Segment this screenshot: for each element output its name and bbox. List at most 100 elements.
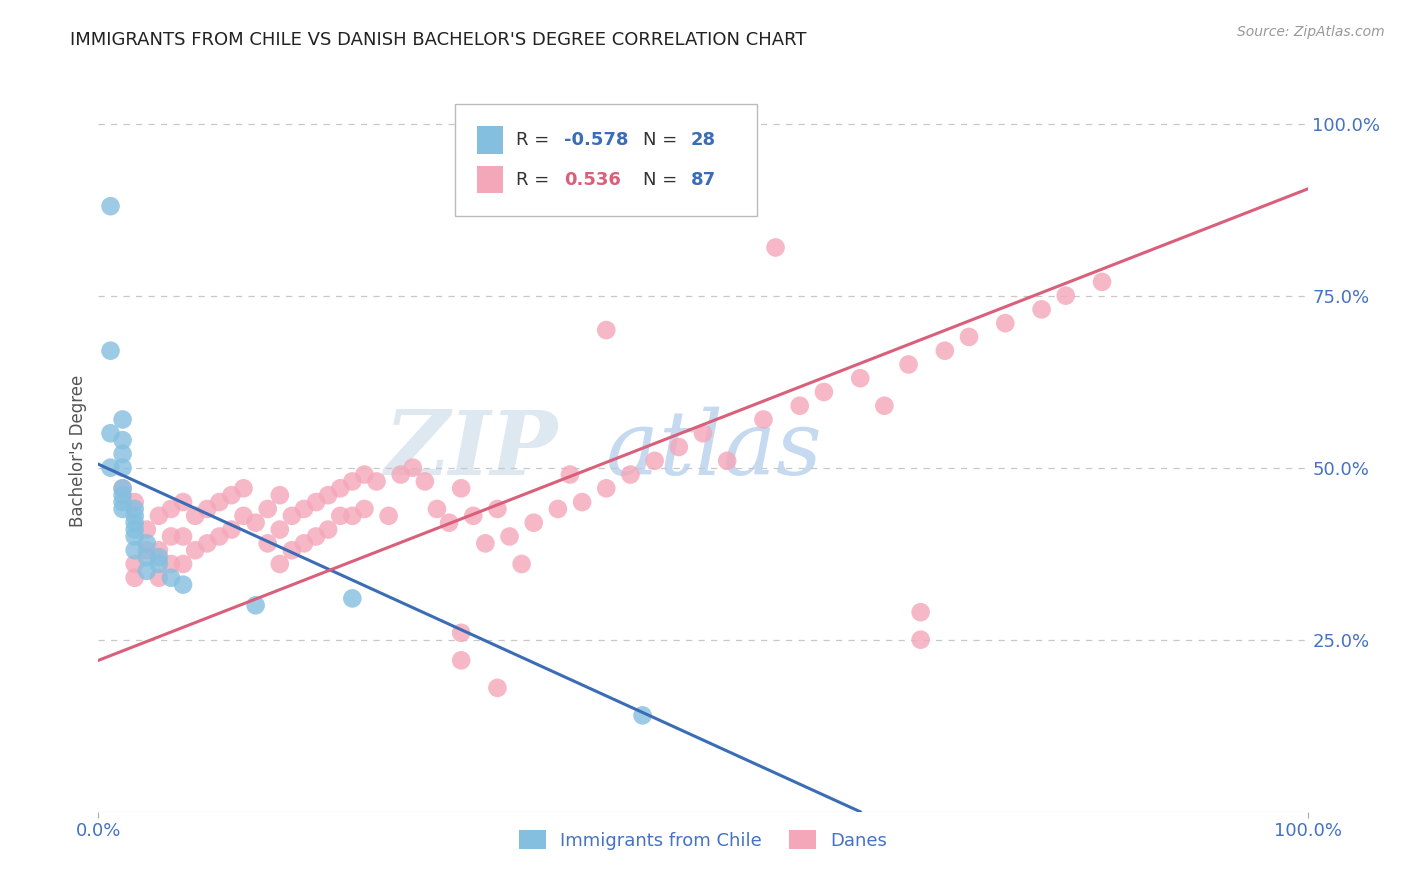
- Point: [148, 557, 170, 571]
- Text: N =: N =: [643, 170, 682, 188]
- Point: [510, 557, 533, 571]
- Point: [160, 529, 183, 543]
- Point: [342, 591, 364, 606]
- Text: IMMIGRANTS FROM CHILE VS DANISH BACHELOR'S DEGREE CORRELATION CHART: IMMIGRANTS FROM CHILE VS DANISH BACHELOR…: [70, 31, 807, 49]
- Point: [377, 508, 399, 523]
- Point: [619, 467, 641, 482]
- Point: [765, 240, 787, 254]
- Point: [111, 495, 134, 509]
- Point: [849, 371, 872, 385]
- Point: [402, 460, 425, 475]
- Point: [148, 571, 170, 585]
- Point: [752, 412, 775, 426]
- Point: [292, 536, 315, 550]
- Point: [111, 481, 134, 495]
- Point: [269, 557, 291, 571]
- Text: -0.578: -0.578: [564, 131, 628, 149]
- Point: [135, 564, 157, 578]
- Point: [111, 447, 134, 461]
- Point: [124, 516, 146, 530]
- Point: [281, 543, 304, 558]
- Text: N =: N =: [643, 131, 682, 149]
- Point: [873, 399, 896, 413]
- Point: [692, 426, 714, 441]
- Point: [256, 536, 278, 550]
- Point: [957, 330, 980, 344]
- Point: [329, 481, 352, 495]
- Point: [353, 502, 375, 516]
- Point: [160, 571, 183, 585]
- Point: [1031, 302, 1053, 317]
- Point: [256, 502, 278, 516]
- Point: [184, 543, 207, 558]
- Point: [172, 577, 194, 591]
- Point: [100, 199, 122, 213]
- Point: [111, 460, 134, 475]
- Point: [160, 557, 183, 571]
- Point: [281, 508, 304, 523]
- Point: [547, 502, 569, 516]
- Point: [450, 481, 472, 495]
- Point: [329, 508, 352, 523]
- Point: [595, 481, 617, 495]
- Point: [305, 495, 328, 509]
- Point: [910, 632, 932, 647]
- Point: [413, 475, 436, 489]
- Point: [232, 481, 254, 495]
- Point: [208, 529, 231, 543]
- Point: [160, 502, 183, 516]
- Point: [716, 454, 738, 468]
- Point: [486, 681, 509, 695]
- Point: [558, 467, 581, 482]
- Point: [172, 529, 194, 543]
- Point: [292, 502, 315, 516]
- Point: [463, 508, 485, 523]
- Point: [124, 508, 146, 523]
- Point: [135, 550, 157, 565]
- Point: [474, 536, 496, 550]
- Point: [1091, 275, 1114, 289]
- FancyBboxPatch shape: [477, 166, 503, 194]
- Text: R =: R =: [516, 170, 561, 188]
- Point: [366, 475, 388, 489]
- Point: [316, 488, 339, 502]
- Point: [135, 523, 157, 537]
- Point: [111, 412, 134, 426]
- Point: [208, 495, 231, 509]
- Point: [1054, 288, 1077, 302]
- Point: [124, 529, 146, 543]
- Point: [571, 495, 593, 509]
- Point: [172, 557, 194, 571]
- FancyBboxPatch shape: [456, 103, 758, 216]
- Point: [994, 316, 1017, 330]
- Text: 0.536: 0.536: [564, 170, 621, 188]
- Point: [498, 529, 520, 543]
- Point: [221, 523, 243, 537]
- Point: [353, 467, 375, 482]
- Point: [124, 523, 146, 537]
- Point: [910, 605, 932, 619]
- Point: [184, 508, 207, 523]
- Point: [269, 488, 291, 502]
- FancyBboxPatch shape: [477, 126, 503, 153]
- Point: [789, 399, 811, 413]
- Point: [124, 543, 146, 558]
- Point: [305, 529, 328, 543]
- Point: [135, 536, 157, 550]
- Point: [111, 488, 134, 502]
- Point: [100, 460, 122, 475]
- Point: [172, 495, 194, 509]
- Point: [232, 508, 254, 523]
- Point: [195, 502, 218, 516]
- Point: [631, 708, 654, 723]
- Point: [426, 502, 449, 516]
- Point: [124, 557, 146, 571]
- Point: [245, 516, 267, 530]
- Point: [595, 323, 617, 337]
- Point: [523, 516, 546, 530]
- Point: [934, 343, 956, 358]
- Legend: Immigrants from Chile, Danes: Immigrants from Chile, Danes: [512, 823, 894, 857]
- Point: [221, 488, 243, 502]
- Point: [668, 440, 690, 454]
- Point: [111, 481, 134, 495]
